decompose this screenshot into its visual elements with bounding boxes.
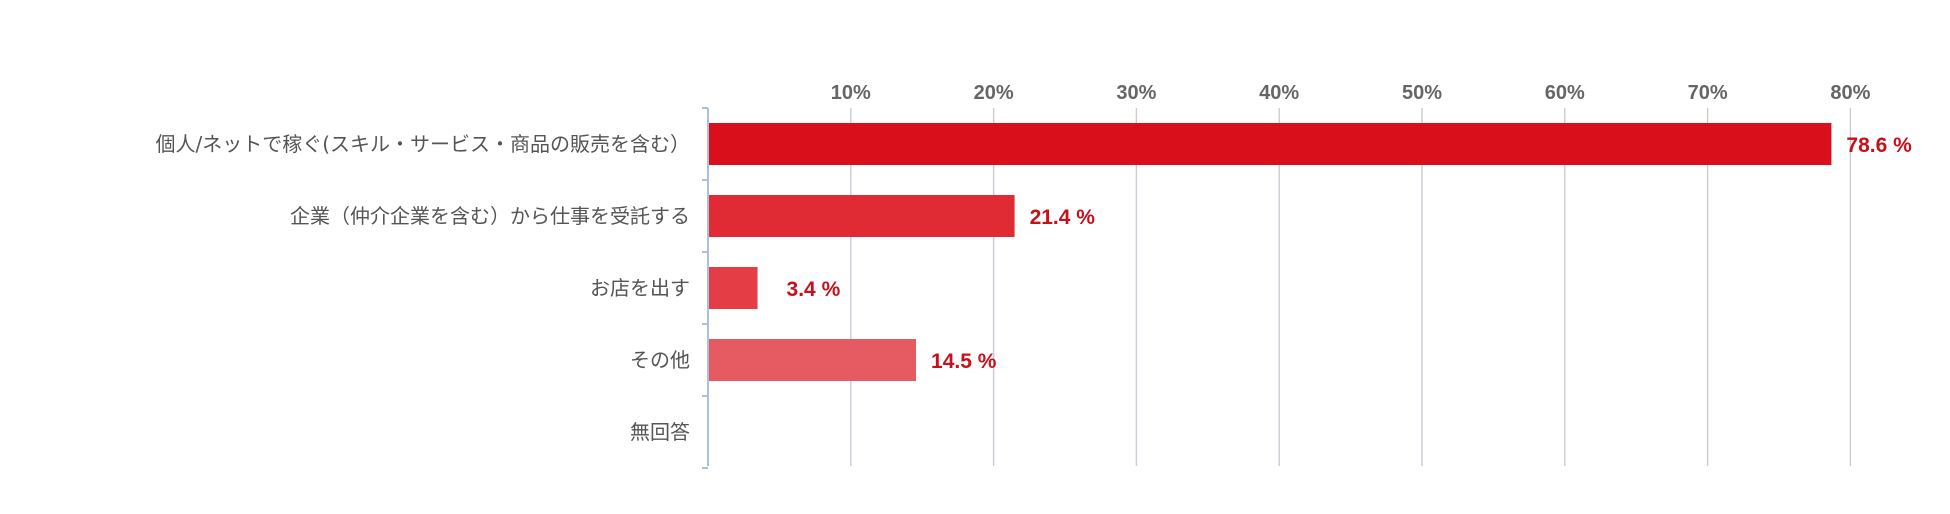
- category-label: その他: [630, 348, 690, 372]
- gridlines: [850, 108, 1852, 466]
- x-tick-label: 10%: [831, 82, 871, 104]
- x-tick-label: 70%: [1688, 82, 1728, 104]
- bar: [709, 267, 758, 309]
- value-label: 21.4 %: [1030, 206, 1096, 229]
- category-labels: 個人/ネットで稼ぐ(スキル・サービス・商品の販売を含む） 企業（仲介企業を含む）か…: [155, 132, 690, 444]
- x-tick-label: 60%: [1545, 82, 1585, 104]
- bars: [709, 123, 1832, 381]
- x-tick-label: 30%: [1116, 82, 1156, 104]
- value-label: 78.6 %: [1846, 134, 1912, 157]
- x-tick-label: 50%: [1402, 82, 1442, 104]
- category-label: お店を出す: [590, 276, 690, 300]
- category-label: 個人/ネットで稼ぐ(スキル・サービス・商品の販売を含む）: [155, 132, 690, 156]
- category-label: 企業（仲介企業を含む）から仕事を受託する: [290, 204, 690, 228]
- x-tick-label: 20%: [974, 82, 1014, 104]
- y-axis: [702, 107, 709, 469]
- x-tick-label: 40%: [1259, 82, 1299, 104]
- value-labels: 78.6 % 21.4 % 3.4 % 14.5 %: [787, 134, 1913, 373]
- bar: [709, 123, 1832, 165]
- x-axis-ticks: 10% 20% 30% 40% 50% 60% 70% 80%: [831, 82, 1871, 104]
- value-label: 3.4 %: [787, 278, 841, 301]
- bar: [709, 195, 1015, 237]
- value-label: 14.5 %: [931, 350, 997, 373]
- bar: [709, 339, 917, 381]
- category-label: 無回答: [630, 420, 690, 444]
- x-tick-label: 80%: [1830, 82, 1870, 104]
